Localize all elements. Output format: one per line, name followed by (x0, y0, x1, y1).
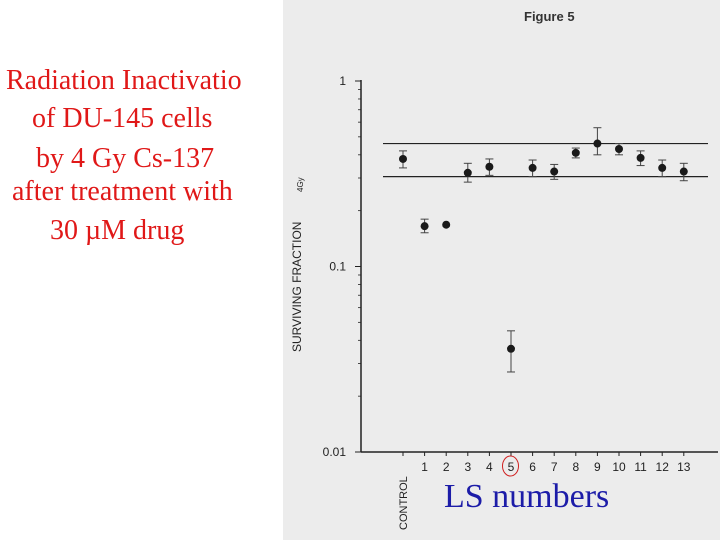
title-line-1: Radiation Inactivatio (6, 66, 242, 96)
data-point-10 (615, 144, 623, 153)
x-tick-label-control: CONTROL (398, 476, 410, 530)
title-line-4: after treatment with (12, 176, 233, 207)
data-point-7 (550, 167, 559, 176)
y-tick-label-1: 0.1 (329, 260, 346, 274)
figure-label: Figure 5 (524, 9, 575, 24)
data-point-9 (593, 139, 602, 148)
data-point-1 (420, 222, 429, 231)
title-line-2: of DU-145 cells (32, 103, 213, 134)
data-point-8 (571, 148, 580, 157)
x-tick-label-1: 1 (421, 460, 428, 474)
y-tick-label-2: 1 (339, 74, 346, 88)
x-tick-label-13: 13 (677, 460, 691, 474)
title-line-3: by 4 Gy Cs-137 (36, 143, 215, 174)
scanned-figure-panel (283, 0, 720, 540)
data-point-5 (507, 344, 515, 353)
data-point-CONTROL (399, 154, 407, 163)
data-point-6 (528, 163, 537, 172)
data-point-12 (658, 163, 667, 172)
data-point-13 (679, 167, 688, 176)
ls-numbers-label: LS numbers (444, 478, 610, 515)
x-tick-label-10: 10 (612, 460, 626, 474)
data-point-11 (636, 153, 645, 162)
y-tick-label-0: 0.01 (323, 445, 347, 459)
x-tick-label-8: 8 (572, 460, 579, 474)
x-tick-label-3: 3 (464, 460, 471, 474)
data-point-2 (442, 220, 451, 229)
data-point-3 (463, 168, 472, 177)
x-tick-label-5: 5 (508, 460, 515, 474)
title-line-5: 30 µM drug (50, 215, 185, 246)
x-tick-label-12: 12 (656, 460, 670, 474)
x-tick-label-6: 6 (529, 460, 536, 474)
data-point-4 (485, 162, 494, 171)
y-axis-title-subscript: 4Gy (296, 177, 305, 192)
x-tick-label-4: 4 (486, 460, 493, 474)
x-tick-label-9: 9 (594, 460, 601, 474)
x-tick-label-2: 2 (443, 460, 450, 474)
x-tick-label-11: 11 (634, 460, 647, 474)
circled-ls-5-marker (502, 455, 519, 477)
slide-title: Radiation Inactivatio of DU-145 cells by… (0, 66, 292, 256)
y-axis-title: SURVIVING FRACTION (290, 222, 304, 352)
x-tick-label-7: 7 (551, 460, 558, 474)
